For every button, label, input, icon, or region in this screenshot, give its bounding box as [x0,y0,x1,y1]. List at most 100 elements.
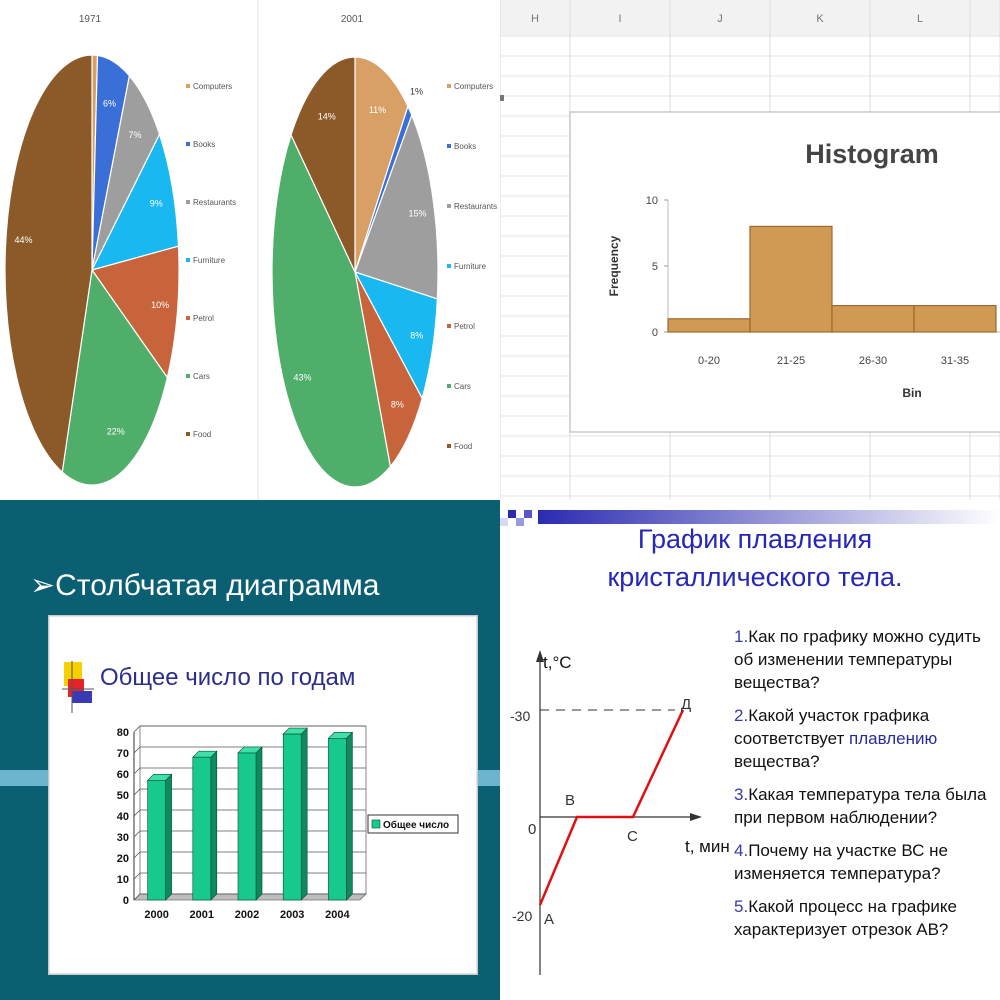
pie-1971-legend-swatch [186,142,190,146]
melting-title-line-1: График плавления [637,524,873,554]
pie-2001-legend: Computers Books Restaurants Furniture Petrol… [447,82,497,451]
pie-1971: 6% 7% 9% 10% 22% 44% [4,54,180,486]
questions-list: 1.Как по графику можно судить об изменен… [734,625,996,951]
pie-2001-legend-label: Books [454,142,476,151]
slide-bullet-text: Столбчатая диаграмма [55,569,380,602]
bar-chart-svg: Общее число по годам 0 10 20 30 40 50 60 70 80 2… [48,615,478,975]
question-number: 2. [734,706,749,725]
pie-2001-legend-swatch [447,444,451,448]
melting-point-A: A [544,911,554,928]
bar-chart-bars: 2000 2001 2002 2003 2004 [144,727,354,921]
pie-2001-label-cars: 43% [294,372,312,382]
column-header-i[interactable]: I [618,13,621,25]
bar-chart-legend-label: Общее число [383,819,449,831]
pie-1971-legend-swatch [186,316,190,320]
bar-chart-title: Общее число по годам [100,664,355,691]
bar-chart-ytick: 0 [123,895,129,907]
pie-2001-slice-restaurants [354,113,439,300]
histogram-ytick: 0 [652,327,658,339]
question-number: 4. [734,841,749,860]
pie-2001-label-books: 1% [410,86,423,96]
column-header-h[interactable]: H [531,13,539,25]
histogram-ylabel: Frequency [607,235,621,296]
pie-2001-label-furniture: 8% [410,330,423,340]
pie-2001-slice-furniture [353,270,438,400]
pie-1971-slice-petrol [91,245,180,379]
melting-ytick: -20 [512,908,532,924]
bar-chart-legend-box [367,814,459,834]
histogram-bar-31-35 [913,305,997,333]
pie-2001-legend-label: Petrol [454,322,475,331]
bar-chart-xtick: 2000 [144,909,168,921]
melting-curve [538,709,685,906]
pie-1971-legend-label: Cars [193,372,210,381]
pie-2001-legend-label: Restaurants [454,202,497,211]
melting-title: График плавления кристаллического тела. [560,520,950,596]
pie-1971-label-furniture: 9% [150,199,163,209]
bar-chart-legend: Общее число [367,814,459,834]
pie-2001-legend-swatch [447,264,451,268]
pie-2001-legend-swatch [447,384,451,388]
pie-1971-legend-swatch [186,200,190,204]
melting-point-C: C [627,828,638,845]
melting-point-B: B [565,792,575,809]
spreadsheet-column-headers: H I J K L [531,13,923,25]
melting-graph-svg: t,°C t, мин. 0 -30 -20 A B C Д [510,650,730,975]
pie-1971-legend-swatch [186,258,190,262]
histogram-xtick: 26-30 [859,355,887,367]
bar-chart-ytick: 60 [117,769,129,781]
bar-chart-bar-2002 [237,746,263,901]
question-text: Какой процесс на графике характеризует о… [734,897,957,939]
bar-chart-xtick: 2002 [235,909,259,921]
pie-1971-legend-swatch [186,432,190,436]
slide-panel: ➢Столбчатая диаграмма Общее число по год… [0,500,500,1000]
pie-1971-label-cars: 22% [107,427,125,437]
histogram-xtick: 0-20 [698,355,720,367]
pie-1971-label-petrol: 10% [151,300,169,310]
pie-1971-legend-label: Computers [193,82,232,91]
pie-1971-title: 1971 [79,14,102,25]
question-4: 4.Почему на участке ВС не изменяется тем… [734,839,996,885]
pie-1971-slice-food [4,54,93,474]
bar-chart-ytick: 70 [117,748,129,760]
pie-2001-slice-computers [354,56,409,273]
column-header-k[interactable]: K [816,13,824,25]
pie-2001-title: 2001 [341,14,364,25]
pie-2001-label-computers: 11% [369,105,386,115]
histogram-bar-0-20 [667,318,751,333]
pie-2001-legend-swatch [447,144,451,148]
histogram-ytick: 5 [652,261,658,273]
pie-2001-legend-swatch [447,204,451,208]
melting-title-line-2: кристаллического тела. [607,562,903,592]
melting-ytick: -30 [510,708,530,724]
question-1: 1.Как по графику можно судить об изменен… [734,625,996,694]
slide-bullet: ➢Столбчатая диаграмма [30,569,380,602]
melting-panel [500,500,1000,1000]
bar-chart-xtick: 2004 [325,909,350,921]
pie-1971-legend-label: Books [193,140,215,149]
histogram-svg: H I J K L Histogram Frequency Bin 0 5 10 0-20 2… [500,0,1000,500]
question-text: Какой участок графика соответствует [734,706,930,748]
bar-chart-ytick: 10 [117,874,129,886]
pie-2001-legend-label: Cars [454,382,471,391]
pie-1971-legend-swatch [186,84,190,88]
bar-chart-bar-2003 [282,727,308,901]
pie-2001-legend-label: Furniture [454,262,487,271]
spreadsheet-panel: H I J K L Histogram Frequency Bin 0 5 10 0-20 2… [500,0,1000,500]
melting-xlabel: t, мин. [685,837,730,856]
question-text: Как по графику можно судить об изменении… [734,627,981,692]
pie-2001-legend-swatch [447,84,451,88]
pie-1971-legend-label: Food [193,430,211,439]
column-header-l[interactable]: L [917,13,923,25]
question-2: 2.Какой участок графика соответствует пл… [734,704,996,773]
pie-2001-legend-label: Computers [454,82,493,91]
question-highlight: плавлению [849,729,938,748]
question-number: 1. [734,627,749,646]
pie-1971-label-books: 6% [103,99,116,109]
histogram-ytick: 10 [646,195,658,207]
column-header-j[interactable]: J [717,13,723,25]
pie-2001-label-food: 14% [318,111,336,121]
pie-2001-slice-petrol [354,271,423,468]
bar-chart-legend-swatch [371,819,381,829]
histogram-xlabel: Bin [902,386,921,400]
